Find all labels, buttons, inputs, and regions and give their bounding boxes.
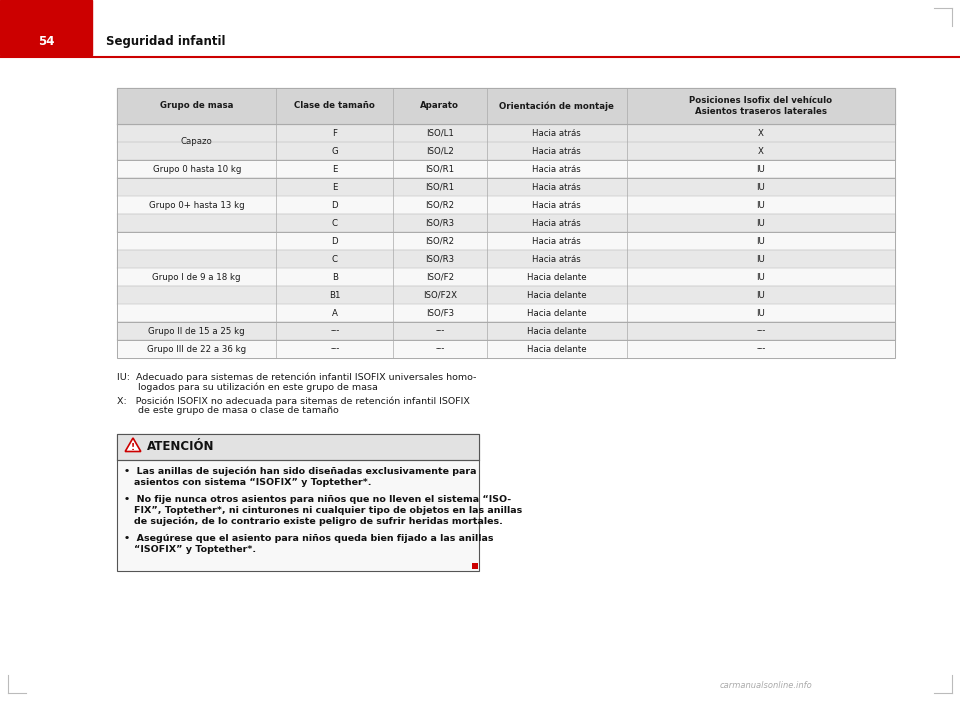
Text: de este grupo de masa o clase de tamaño: de este grupo de masa o clase de tamaño — [117, 406, 339, 415]
Text: ---: --- — [435, 327, 444, 336]
Text: ---: --- — [330, 344, 340, 353]
Text: F: F — [332, 128, 337, 137]
Text: Seguridad infantil: Seguridad infantil — [106, 35, 226, 48]
Bar — [117, 142, 895, 160]
Text: Grupo II de 15 a 25 kg: Grupo II de 15 a 25 kg — [149, 327, 245, 336]
Text: Orientación de montaje: Orientación de montaje — [499, 101, 614, 111]
Text: 54: 54 — [37, 35, 55, 48]
Text: ATENCIÓN: ATENCIÓN — [147, 440, 214, 454]
Text: ---: --- — [756, 327, 765, 336]
Bar — [117, 322, 895, 340]
Text: B1: B1 — [329, 290, 341, 299]
Text: ISO/F2X: ISO/F2X — [422, 290, 457, 299]
Bar — [117, 232, 895, 250]
Text: ISO/L2: ISO/L2 — [426, 147, 454, 156]
Text: IU: IU — [756, 219, 765, 228]
Bar — [117, 304, 895, 322]
Text: Hacia delante: Hacia delante — [527, 290, 587, 299]
Text: de sujeción, de lo contrario existe peligro de sufrir heridas mortales.: de sujeción, de lo contrario existe peli… — [134, 517, 503, 526]
Text: ISO/L1: ISO/L1 — [426, 128, 454, 137]
Text: Grupo 0 hasta 10 kg: Grupo 0 hasta 10 kg — [153, 165, 241, 174]
Text: •  Las anillas de sujeción han sido diseñadas exclusivamente para: • Las anillas de sujeción han sido diseñ… — [124, 467, 476, 477]
Text: Hacia delante: Hacia delante — [527, 327, 587, 336]
Text: Hacia atrás: Hacia atrás — [532, 219, 581, 228]
Text: IU: IU — [756, 254, 765, 264]
Text: logados para su utilización en este grupo de masa: logados para su utilización en este grup… — [117, 382, 378, 391]
Text: Hacia atrás: Hacia atrás — [532, 236, 581, 245]
Text: asientos con sistema “ISOFIX” y Toptether*.: asientos con sistema “ISOFIX” y Toptethe… — [134, 478, 372, 487]
Text: Hacia atrás: Hacia atrás — [532, 182, 581, 191]
Bar — [117, 124, 895, 142]
Text: B: B — [332, 273, 338, 282]
Bar — [117, 340, 895, 358]
Text: IU: IU — [756, 182, 765, 191]
Text: ISO/F2: ISO/F2 — [426, 273, 454, 282]
Text: Hacia delante: Hacia delante — [527, 308, 587, 318]
Text: ISO/R1: ISO/R1 — [425, 165, 454, 174]
Text: A: A — [332, 308, 338, 318]
Text: Grupo III de 22 a 36 kg: Grupo III de 22 a 36 kg — [147, 344, 247, 353]
Bar — [117, 268, 895, 286]
Text: X:   Posición ISOFIX no adecuada para sitemas de retención infantil ISOFIX: X: Posición ISOFIX no adecuada para site… — [117, 396, 469, 405]
Text: “ISOFIX” y Toptether*.: “ISOFIX” y Toptether*. — [134, 545, 256, 554]
Text: E: E — [332, 182, 338, 191]
Text: •  Asegúrese que el asiento para niños queda bien fijado a las anillas: • Asegúrese que el asiento para niños qu… — [124, 534, 493, 543]
Text: Posiciones Isofix del vehículo
Asientos traseros laterales: Posiciones Isofix del vehículo Asientos … — [689, 96, 832, 116]
Bar — [117, 178, 895, 196]
Polygon shape — [125, 438, 141, 451]
Text: ISO/F3: ISO/F3 — [426, 308, 454, 318]
Bar — [0, 0, 92, 55]
Text: ISO/R2: ISO/R2 — [425, 200, 454, 210]
Text: Hacia delante: Hacia delante — [527, 273, 587, 282]
Text: IU:  Adecuado para sistemas de retención infantil ISOFIX universales homo-: IU: Adecuado para sistemas de retención … — [117, 372, 476, 381]
Text: Hacia atrás: Hacia atrás — [532, 200, 581, 210]
Text: IU: IU — [756, 308, 765, 318]
Text: Grupo de masa: Grupo de masa — [160, 102, 233, 111]
Text: Hacia atrás: Hacia atrás — [532, 254, 581, 264]
Text: D: D — [331, 200, 338, 210]
Text: Capazo: Capazo — [180, 137, 212, 147]
Bar — [117, 434, 479, 571]
Bar — [117, 196, 895, 214]
Text: carmanualsonline.info: carmanualsonline.info — [720, 681, 813, 690]
Text: FIX”, Toptether*, ni cinturones ni cualquier tipo de objetos en las anillas: FIX”, Toptether*, ni cinturones ni cualq… — [134, 506, 522, 515]
Text: IU: IU — [756, 200, 765, 210]
Text: Hacia atrás: Hacia atrás — [532, 147, 581, 156]
Bar — [472, 563, 478, 569]
Text: ISO/R2: ISO/R2 — [425, 236, 454, 245]
Bar — [117, 286, 895, 304]
Text: C: C — [332, 219, 338, 228]
Text: C: C — [332, 254, 338, 264]
Text: ISO/R1: ISO/R1 — [425, 182, 454, 191]
Text: G: G — [331, 147, 338, 156]
Text: !: ! — [131, 444, 135, 453]
Bar — [117, 160, 895, 178]
Text: E: E — [332, 165, 338, 174]
Text: •  No fije nunca otros asientos para niños que no lleven el sistema “ISO-: • No fije nunca otros asientos para niño… — [124, 495, 511, 504]
Text: ISO/R3: ISO/R3 — [425, 219, 454, 228]
Text: Aparato: Aparato — [420, 102, 460, 111]
Text: IU: IU — [756, 290, 765, 299]
Text: Grupo I de 9 a 18 kg: Grupo I de 9 a 18 kg — [153, 273, 241, 282]
Bar — [117, 88, 895, 124]
Text: IU: IU — [756, 165, 765, 174]
Text: X: X — [757, 128, 764, 137]
Bar — [117, 88, 895, 358]
Text: ---: --- — [330, 327, 340, 336]
Bar — [117, 434, 479, 460]
Text: ---: --- — [756, 344, 765, 353]
Text: Hacia atrás: Hacia atrás — [532, 128, 581, 137]
Text: ISO/R3: ISO/R3 — [425, 254, 454, 264]
Text: Hacia delante: Hacia delante — [527, 344, 587, 353]
Text: ---: --- — [435, 344, 444, 353]
Text: IU: IU — [756, 236, 765, 245]
Text: IU: IU — [756, 273, 765, 282]
Text: Hacia atrás: Hacia atrás — [532, 165, 581, 174]
Bar — [117, 214, 895, 232]
Text: D: D — [331, 236, 338, 245]
Bar — [117, 250, 895, 268]
Text: Grupo 0+ hasta 13 kg: Grupo 0+ hasta 13 kg — [149, 200, 245, 210]
Text: X: X — [757, 147, 764, 156]
Text: Clase de tamaño: Clase de tamaño — [295, 102, 375, 111]
